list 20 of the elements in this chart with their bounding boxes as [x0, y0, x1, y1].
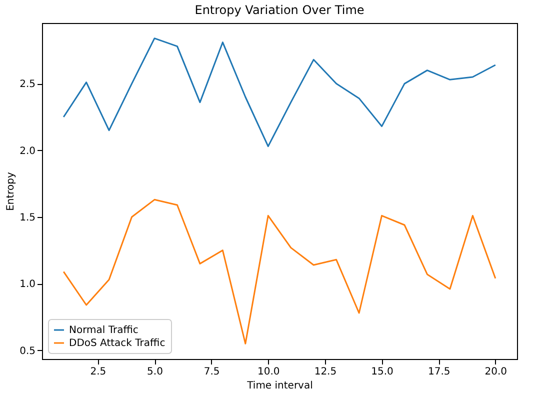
- y-tick-label: 1.5: [20, 212, 36, 224]
- x-tick-label: 15.0: [371, 366, 394, 378]
- x-tick-label: 5.0: [147, 366, 163, 378]
- x-tick-label: 7.5: [204, 366, 220, 378]
- y-tick-label: 0.5: [20, 346, 36, 357]
- chart-title: Entropy Variation Over Time: [194, 3, 364, 17]
- x-tick-label: 17.5: [428, 366, 450, 378]
- line-series: [62, 38, 496, 148]
- x-tick-label: 20.0: [484, 366, 508, 378]
- y-axis-title: Entropy: [6, 172, 17, 211]
- x-tick-label: 10.0: [258, 366, 280, 378]
- legend-label: Normal Traffic: [69, 325, 138, 336]
- legend-label: DDoS Attack Traffic: [69, 338, 166, 349]
- y-tick-label: 1.0: [20, 279, 36, 290]
- y-tick-label: 2.5: [20, 79, 36, 90]
- x-tick-label: 12.5: [314, 366, 337, 378]
- x-tick-label: 2.5: [90, 366, 106, 378]
- y-tick-label: 2.0: [20, 146, 36, 157]
- x-axis-title: Time interval: [246, 380, 313, 392]
- line-series: [62, 198, 496, 344]
